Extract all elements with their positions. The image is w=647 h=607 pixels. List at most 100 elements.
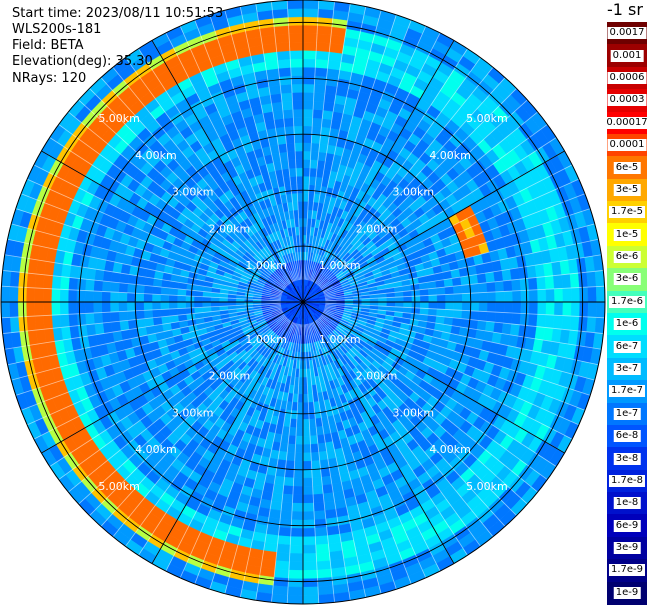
ray-gate [302, 83, 315, 93]
ray-gate [84, 301, 94, 314]
ray-gate [281, 493, 294, 504]
ray-separator [318, 88, 517, 287]
ray-gate [17, 301, 27, 318]
ray-gate [295, 427, 304, 437]
ray-separator [325, 303, 604, 334]
ray-gate [476, 272, 487, 284]
ray-separator [324, 208, 591, 296]
range-ring-grid [0, 0, 606, 605]
ray-gate [309, 159, 319, 169]
ray-gate [291, 83, 304, 93]
ray-gate [284, 125, 295, 136]
colorbar-tick-label: 3e-5 [613, 183, 641, 196]
ray-gate [302, 125, 313, 135]
ray-gate [322, 109, 334, 120]
ray-gate [545, 288, 555, 303]
ray-gate [151, 309, 162, 319]
ray-gate [302, 477, 313, 487]
field-label: Field: BETA [12, 38, 84, 53]
ray-gate [271, 101, 284, 112]
ray-gate [193, 301, 203, 308]
ray-gate [160, 286, 170, 296]
ray-separator [138, 48, 292, 284]
ray-gate [596, 285, 606, 303]
ray-gate [503, 312, 513, 325]
nrays-label: NRays: 120 [12, 71, 87, 86]
ray-gate [280, 502, 293, 512]
ray-separator [310, 19, 412, 282]
ray-separator [317, 318, 506, 527]
ray-separator [58, 124, 286, 290]
ray-separator [7, 306, 282, 366]
ray-gate [275, 552, 291, 562]
ray-separator [308, 323, 382, 594]
ray-gate [295, 435, 304, 445]
colorbar-tick-label: 3e-9 [613, 542, 641, 555]
ray-separator [33, 311, 284, 440]
ray-separator [325, 270, 604, 301]
range-ring-label: 1.00km [245, 333, 287, 346]
ray-gate [42, 288, 52, 303]
ray-gate [287, 8, 304, 18]
ray-separator [194, 19, 296, 282]
ray-gate [168, 301, 178, 310]
ray-gate [0, 285, 10, 303]
ray-gate [135, 310, 145, 320]
colorbar-tick-label: 3e-6 [613, 273, 641, 286]
ray-gate [503, 301, 513, 314]
ray-separator [224, 323, 298, 594]
range-ring-label: 4.00km [429, 149, 471, 162]
ray-gate [288, 561, 304, 571]
ray-separator [304, 1, 335, 280]
ray-gate [501, 268, 512, 282]
ray-separator [33, 164, 284, 293]
ray-gate [110, 321, 121, 333]
ray-separator [303, 0, 320, 280]
ray-gate [296, 184, 304, 194]
ray-separator [318, 317, 517, 516]
ray-gate [268, 84, 282, 96]
ray-gate [118, 292, 128, 303]
ray-gate [202, 301, 212, 308]
ray-gate [135, 284, 145, 294]
ray-gate [486, 281, 496, 293]
ray-gate [17, 271, 28, 288]
ray-gate [302, 511, 315, 521]
ray-separator [255, 3, 300, 280]
azimuth-spoke [302, 150, 565, 303]
ray-separator [89, 317, 288, 516]
ray-gate [512, 301, 522, 314]
ray-gate [501, 322, 512, 336]
ray-gate [151, 293, 161, 303]
ray-gate [487, 291, 497, 303]
ray-gate [487, 301, 497, 313]
ray-gate [428, 301, 438, 310]
ray-gate [34, 315, 45, 331]
ray-gate [302, 184, 310, 194]
ray-separator [309, 14, 397, 281]
ray-gate [68, 277, 78, 291]
ray-gate [290, 519, 304, 529]
colorbar-tick-label: 3e-8 [613, 452, 641, 465]
ray-separator [89, 88, 288, 287]
ray-gate [278, 67, 292, 77]
ray-gate [294, 460, 304, 470]
ray-gate [297, 402, 304, 412]
ray-separator [20, 309, 283, 411]
azimuth-spoke [302, 301, 565, 454]
ray-gate [544, 314, 555, 329]
ray-gate [310, 142, 320, 153]
ray-gate [282, 485, 294, 495]
ray-separator [311, 25, 427, 282]
ray-separator [309, 323, 397, 590]
ray-gate [317, 16, 334, 27]
colorbar: 0.0017 0.001 0.0006 0.0003 0.00017 0.0001 6e-5… [604, 22, 647, 605]
ray-gate [315, 543, 330, 554]
ray-gate [544, 275, 555, 290]
ray-gate [185, 295, 195, 303]
ray-separator [165, 321, 294, 572]
instrument-label: WLS200s-181 [12, 22, 102, 37]
range-ring-label: 5.00km [466, 112, 508, 125]
ray-gate [285, 460, 295, 470]
ray-gate [51, 301, 61, 316]
